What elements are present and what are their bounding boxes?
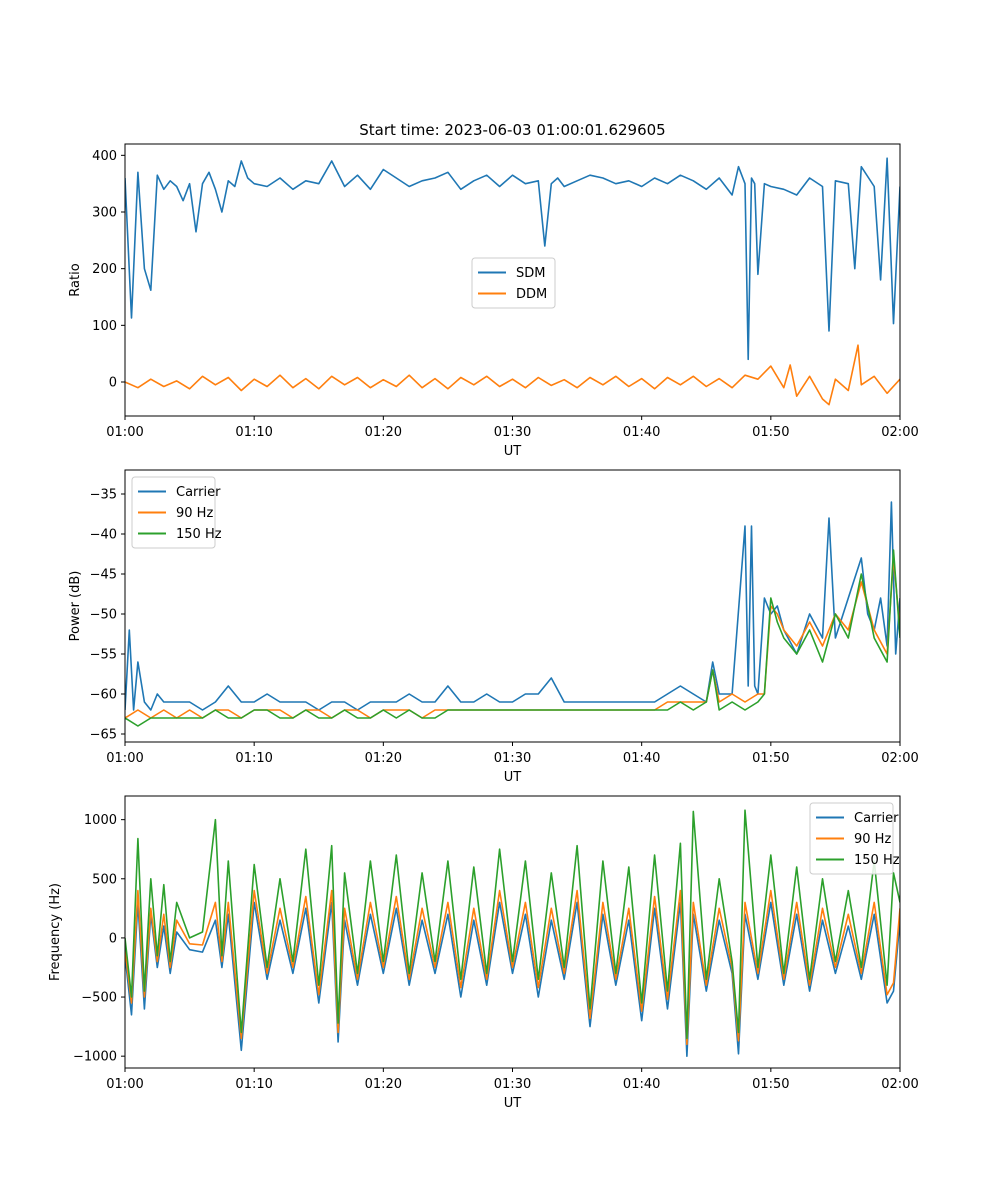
x-tick-label: 01:10 [235,425,272,440]
x-tick-label: 02:00 [881,1077,918,1092]
y-axis-label: Power (dB) [68,571,83,642]
legend-label: DDM [516,287,547,302]
y-tick-label: 300 [92,206,117,221]
x-tick-label: 01:20 [365,425,402,440]
legend-label: Carrier [176,485,221,500]
x-tick-label: 01:40 [623,1077,660,1092]
y-tick-label: 500 [92,872,117,887]
y-tick-label: −45 [90,568,117,583]
y-tick-label: −55 [90,648,117,663]
x-tick-label: 02:00 [881,751,918,766]
legend-box [471,257,556,309]
x-tick-label: 01:20 [365,1077,402,1092]
chart-2: 01:00 01:10 01:20 01:30 01:40 01:50 02:00 −65 −6… [68,469,919,785]
x-tick-label: 01:50 [752,1077,789,1092]
y-tick-label: −1000 [73,1050,117,1065]
x-axis-label: UT [504,770,522,785]
y-axis-label: Frequency (Hz) [48,883,63,981]
x-tick-label: 01:40 [623,425,660,440]
x-tick-label: 01:50 [752,425,789,440]
y-tick-label: −65 [90,728,117,743]
y-tick-label: −35 [90,488,117,503]
y-tick-label: −500 [81,991,117,1006]
series-line-150-hz [125,809,900,1040]
y-tick-label: −60 [90,688,117,703]
x-tick-label: 01:30 [494,751,531,766]
y-tick-label: 400 [92,149,117,164]
y-tick-label: 200 [92,262,117,277]
x-axis-label: UT [504,444,522,459]
y-tick-label: 100 [92,319,117,334]
y-tick-label: 1000 [84,813,117,828]
x-tick-label: 01:30 [494,1077,531,1092]
series-line-carrier [125,501,900,711]
series-line-carrier [125,901,900,1057]
legend: SDM DDM [471,257,556,309]
y-tick-label: −40 [90,528,117,543]
x-tick-label: 02:00 [881,425,918,440]
y-tick-label: 0 [109,376,117,391]
series-line-90-hz [125,889,900,1046]
x-tick-label: 01:40 [623,751,660,766]
legend: Carrier 90 Hz 150 Hz [131,476,222,549]
legend-label: Carrier [854,811,899,826]
y-tick-label: 0 [109,931,117,946]
x-tick-label: 01:20 [365,751,402,766]
legend-label: 90 Hz [854,832,891,847]
legend: Carrier 90 Hz 150 Hz [809,802,900,875]
x-tick-label: 01:00 [106,425,143,440]
chart-1: 01:00 01:10 01:20 01:30 01:40 01:50 02:00 0 100 2… [68,143,919,459]
x-tick-label: 01:00 [106,1077,143,1092]
legend-label: 150 Hz [854,853,900,868]
figure-title: Start time: 2023-06-03 01:00:01.629605 [359,121,665,139]
x-tick-label: 01:50 [752,751,789,766]
x-tick-label: 01:10 [235,751,272,766]
legend-label: 150 Hz [176,527,222,542]
chart-3: 01:00 01:10 01:20 01:30 01:40 01:50 02:00 −1000… [48,795,919,1111]
legend-label: SDM [516,266,545,281]
x-tick-label: 01:00 [106,751,143,766]
legend-box [809,802,894,875]
x-tick-label: 01:30 [494,425,531,440]
series-line-ddm [125,344,900,406]
y-tick-label: −50 [90,608,117,623]
x-tick-label: 01:10 [235,1077,272,1092]
legend-box [131,476,216,549]
series-line-sdm [125,157,900,361]
legend-label: 90 Hz [176,506,213,521]
y-axis-label: Ratio [68,263,83,296]
x-axis-label: UT [504,1096,522,1111]
series-line-150-hz [125,549,900,727]
